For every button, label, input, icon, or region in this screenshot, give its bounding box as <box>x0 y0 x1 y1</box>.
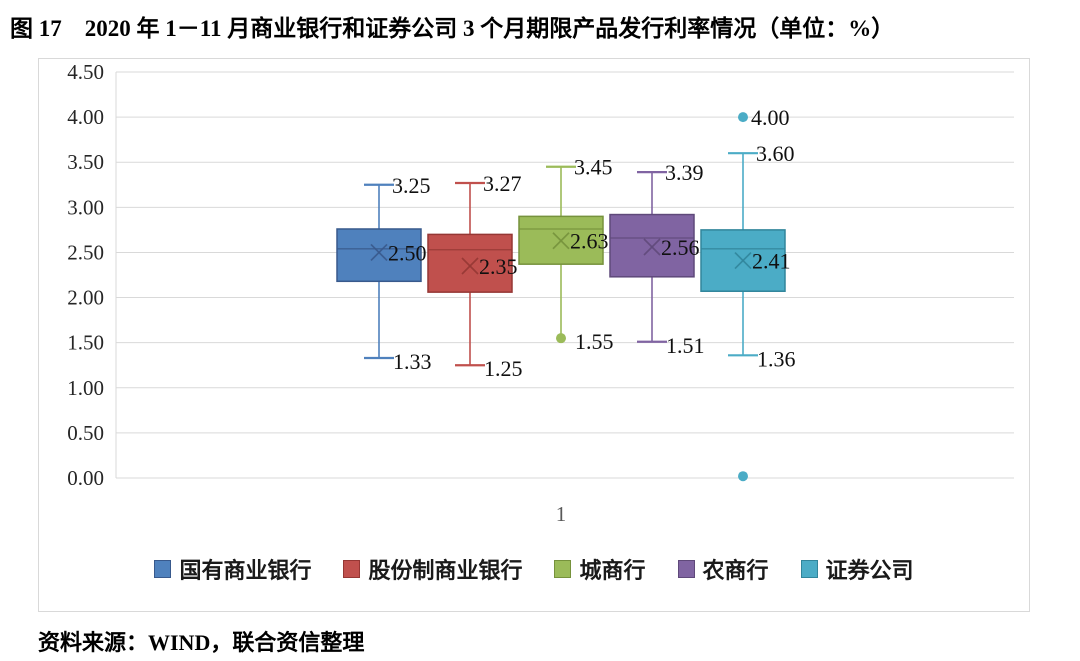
legend: 国有商业银行 股份制商业银行 城商行 农商行 证券公司 <box>39 553 1029 585</box>
box-series-2: 3.45 1.55 2.63 <box>518 155 614 354</box>
iqr-box <box>609 213 695 278</box>
y-tick-label: 3.00 <box>67 195 104 219</box>
outlier <box>738 471 748 482</box>
legend-swatch-1 <box>343 560 361 578</box>
box-series-3: 3.39 1.51 2.56 <box>609 160 705 358</box>
iqr-box <box>427 233 513 293</box>
whisker-high-label: 3.39 <box>665 160 704 185</box>
legend-swatch-0 <box>154 560 172 578</box>
outlier-label: 4.00 <box>751 105 790 130</box>
legend-swatch-2 <box>554 560 572 578</box>
mean-label: 2.56 <box>661 235 700 260</box>
whisker-low-label: 1.55 <box>575 329 614 354</box>
whisker-low-label: 1.36 <box>757 346 796 371</box>
mean-label: 2.35 <box>479 254 518 279</box>
outlier-dot <box>738 112 748 123</box>
y-tick-label: 3.50 <box>67 150 104 174</box>
outlier-dot <box>738 471 748 482</box>
mean-marker <box>370 243 388 262</box>
y-tick-label: 2.00 <box>67 286 104 310</box>
source-note: 资料来源：WIND，联合资信整理 <box>38 630 365 655</box>
legend-item-1: 股份制商业银行 <box>343 553 522 585</box>
legend-item-3: 农商行 <box>677 553 769 585</box>
whisker-high-label: 3.25 <box>392 173 431 198</box>
mean-marker <box>461 257 479 275</box>
mean-marker <box>643 238 661 256</box>
whisker-high-label: 3.60 <box>756 141 795 166</box>
boxplot-svg: 0.00 0.50 1.00 1.50 2.00 2.50 3.00 3.50 4.00 4.50… <box>67 60 1014 526</box>
legend-item-0: 国有商业银行 <box>154 553 311 585</box>
legend-swatch-3 <box>677 560 695 578</box>
y-tick-label: 4.00 <box>67 105 104 129</box>
whisker-high-label: 3.27 <box>483 171 522 196</box>
mean-label: 2.63 <box>570 229 609 254</box>
legend-item-4: 证券公司 <box>800 553 914 585</box>
legend-label-3: 农商行 <box>702 558 769 583</box>
whisker-low-label: 1.51 <box>666 333 705 358</box>
legend-label-2: 城商行 <box>579 558 646 583</box>
y-tick-label: 1.00 <box>67 376 104 400</box>
mean-marker <box>552 232 570 250</box>
chart-panel: 0.00 0.50 1.00 1.50 2.00 2.50 3.00 3.50 4.00 4.50… <box>38 58 1030 612</box>
legend-swatch-4 <box>800 560 818 578</box>
mean-label: 2.41 <box>752 249 791 274</box>
mean-label: 2.50 <box>388 240 427 265</box>
legend-item-2: 城商行 <box>554 553 646 585</box>
whisker-low-label: 1.33 <box>393 349 432 374</box>
legend-label-1: 股份制商业银行 <box>368 558 523 583</box>
whisker-high-label: 3.45 <box>574 155 613 180</box>
whisker-low-label: 1.25 <box>484 356 523 381</box>
box-series-4: 3.60 1.36 2.41 <box>700 141 796 371</box>
whisker-low-dot <box>556 333 566 344</box>
iqr-box <box>336 228 422 283</box>
x-tick-label: 1 <box>556 502 567 526</box>
legend-label-0: 国有商业银行 <box>179 558 312 583</box>
outlier: 4.00 <box>738 105 790 130</box>
legend-label-4: 证券公司 <box>825 558 914 583</box>
box-series-1: 3.27 1.25 2.35 <box>427 171 523 381</box>
chart-title: 图 17 2020 年 1－11 月商业银行和证券公司 3 个月期限产品发行利率… <box>10 16 895 41</box>
y-tick-label: 4.50 <box>67 60 104 84</box>
y-tick-label: 0.00 <box>67 466 104 490</box>
y-tick-label: 2.50 <box>67 240 104 264</box>
box-series-0: 3.25 1.33 2.50 <box>336 173 432 374</box>
y-tick-label: 0.50 <box>67 421 104 445</box>
gridlines: 0.00 0.50 1.00 1.50 2.00 2.50 3.00 3.50 4.00 4.50 <box>67 60 1014 490</box>
mean-marker <box>734 251 752 270</box>
y-tick-label: 1.50 <box>67 331 104 355</box>
